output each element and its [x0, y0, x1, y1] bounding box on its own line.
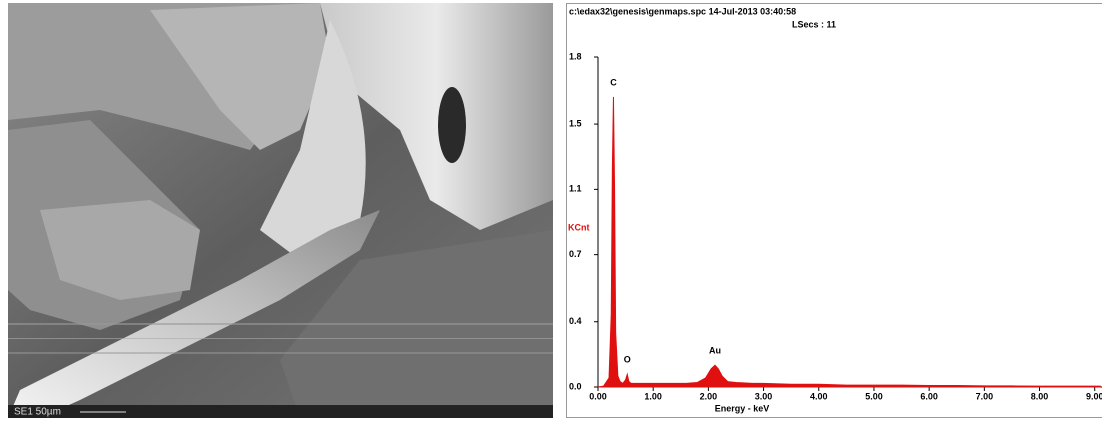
- x-tick-label: 3.00: [755, 391, 773, 401]
- x-tick-label: 9.00: [1086, 391, 1102, 401]
- y-tick-label: 0.4: [569, 316, 582, 326]
- peak-label: O: [624, 355, 631, 365]
- x-tick-label: 1.00: [644, 391, 662, 401]
- y-tick-label: 1.5: [569, 118, 582, 128]
- sem-image: SE1 50µm: [8, 3, 553, 418]
- figure: SE1 50µm c:\edax32\genesis\genmaps.spc 1…: [0, 0, 1102, 419]
- spectrum-panel: [567, 4, 1102, 418]
- x-tick-label: 5.00: [865, 391, 883, 401]
- x-tick-label: 4.00: [810, 391, 828, 401]
- page: SE1 50µm c:\edax32\genesis\genmaps.spc 1…: [0, 0, 1102, 419]
- peak-label: Au: [709, 346, 721, 356]
- x-tick-label: 7.00: [976, 391, 994, 401]
- x-tick-label: 0.00: [589, 391, 607, 401]
- y-tick-label: 1.1: [569, 184, 582, 194]
- scale-caption: SE1 50µm: [14, 407, 61, 418]
- y-axis-label: KCnt: [568, 222, 590, 232]
- y-tick-label: 0.0: [569, 381, 582, 391]
- chart-subtitle: LSecs : 11: [792, 19, 836, 29]
- peak-label: C: [610, 77, 617, 87]
- chart-title: c:\edax32\genesis\genmaps.spc 14-Jul-201…: [569, 6, 796, 16]
- x-tick-label: 6.00: [920, 391, 938, 401]
- x-tick-label: 8.00: [1031, 391, 1049, 401]
- y-tick-label: 1.8: [569, 51, 582, 61]
- x-axis-label: Energy - keV: [715, 403, 770, 413]
- y-tick-label: 0.7: [569, 249, 582, 259]
- x-tick-label: 2.00: [700, 391, 718, 401]
